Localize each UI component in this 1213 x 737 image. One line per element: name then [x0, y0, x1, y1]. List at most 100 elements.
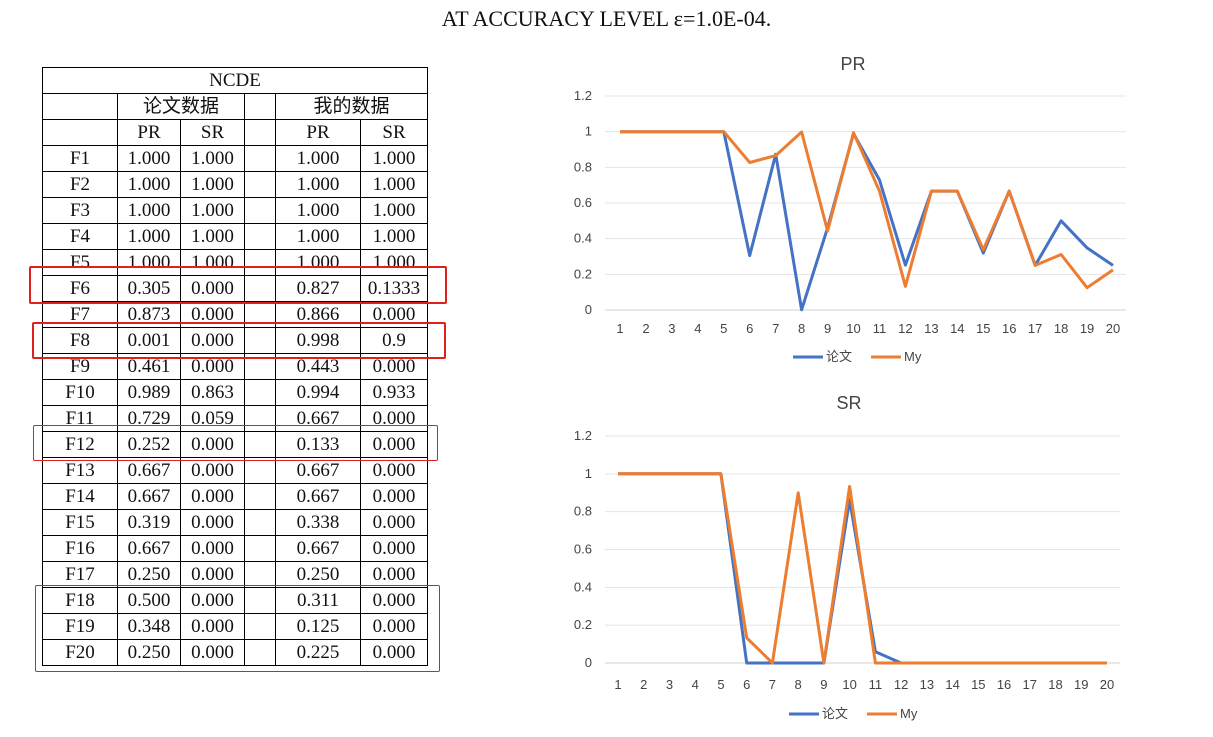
- chart-0-x-tick-label: 9: [824, 321, 831, 336]
- chart-0-x-tick-label: 4: [694, 321, 701, 336]
- sub-header-pr-paper: PR: [117, 119, 181, 146]
- cell-sr-mine: 0.000: [360, 587, 428, 614]
- table-row: F17 0.250 0.000 0.250 0.000: [42, 561, 428, 588]
- chart-0-x-tick-label: 10: [846, 321, 860, 336]
- cell-sr-paper: 0.000: [180, 639, 245, 666]
- chart-1-x-tick-label: 18: [1048, 677, 1062, 692]
- chart-1-x-tick-label: 17: [1023, 677, 1037, 692]
- chart-1-x-tick-label: 15: [971, 677, 985, 692]
- cell-sr-paper: 0.059: [180, 405, 245, 432]
- cell-sr-mine: 0.000: [360, 561, 428, 588]
- highlight-box-f8: [32, 322, 446, 359]
- cell-sr-mine: 0.933: [360, 379, 428, 406]
- chart-1-legend-label-my: My: [900, 706, 918, 721]
- cell-sr-mine: 0.000: [360, 613, 428, 640]
- cell-pr-mine: 1.000: [275, 145, 361, 172]
- chart-1-x-tick-label: 7: [769, 677, 776, 692]
- cell-pr-mine: 0.667: [275, 405, 361, 432]
- table-gap-cell: [244, 535, 276, 562]
- chart-0-legend-label-paper: 论文: [826, 349, 852, 364]
- cell-sr-paper: 0.000: [180, 431, 245, 458]
- chart-1-x-tick-label: 13: [920, 677, 934, 692]
- chart-0-x-tick-label: 6: [746, 321, 753, 336]
- cell-sr-paper: 1.000: [180, 145, 245, 172]
- row-label: F15: [42, 509, 118, 536]
- chart-1-y-tick-label: 1.2: [574, 428, 592, 443]
- cell-pr-mine: 1.000: [275, 223, 361, 250]
- cell-pr-mine: 0.250: [275, 561, 361, 588]
- chart-0-x-tick-label: 1: [616, 321, 623, 336]
- cell-pr-mine: 1.000: [275, 197, 361, 224]
- chart-1-y-tick-label: 0: [585, 655, 592, 670]
- row-label: F18: [42, 587, 118, 614]
- chart-1-x-tick-label: 20: [1100, 677, 1114, 692]
- cell-sr-paper: 0.000: [180, 613, 245, 640]
- chart-1-x-tick-label: 8: [795, 677, 802, 692]
- row-label: F17: [42, 561, 118, 588]
- chart-1-x-tick-label: 12: [894, 677, 908, 692]
- cell-sr-mine: 1.000: [360, 249, 428, 276]
- table-row: F16 0.667 0.000 0.667 0.000: [42, 535, 428, 562]
- chart-1-y-tick-label: 0.8: [574, 504, 592, 519]
- chart-0-y-tick-label: 1.2: [574, 88, 592, 103]
- chart-0-y-tick-label: 0.8: [574, 159, 592, 174]
- cell-sr-paper: 0.000: [180, 587, 245, 614]
- table-gap-cell: [244, 379, 276, 406]
- chart-1-x-tick-label: 3: [666, 677, 673, 692]
- cell-pr-paper: 1.000: [117, 145, 181, 172]
- table-row: F8 0.001 0.000 0.998 0.9: [42, 327, 428, 354]
- table-row: F11 0.729 0.059 0.667 0.000: [42, 405, 428, 432]
- chart-0-y-tick-label: 1: [585, 124, 592, 139]
- row-label: F6: [42, 275, 118, 302]
- chart-0-y-tick-label: 0.6: [574, 195, 592, 210]
- cell-sr-paper: 0.000: [180, 483, 245, 510]
- table-row: F12 0.252 0.000 0.133 0.000: [42, 431, 428, 458]
- cell-pr-paper: 1.000: [117, 223, 181, 250]
- chart-1-y-tick-label: 0.2: [574, 617, 592, 632]
- row-label: F20: [42, 639, 118, 666]
- cell-pr-paper: 0.250: [117, 639, 181, 666]
- table-row: F15 0.319 0.000 0.338 0.000: [42, 509, 428, 536]
- chart-0-title: PR: [840, 54, 865, 74]
- highlight-box-f6: [29, 266, 447, 304]
- chart-0-x-tick-label: 11: [873, 321, 887, 336]
- row-label: F12: [42, 431, 118, 458]
- chart-0-x-tick-label: 14: [950, 321, 964, 336]
- cell-pr-mine: 0.225: [275, 639, 361, 666]
- chart-0-x-tick-label: 16: [1002, 321, 1016, 336]
- table-row: F13 0.667 0.000 0.667 0.000: [42, 457, 428, 484]
- chart-1-x-tick-label: 9: [820, 677, 827, 692]
- table-row: F20 0.250 0.000 0.225 0.000: [42, 639, 428, 666]
- chart-0-series-line-my: [620, 130, 1114, 290]
- table-gap-cell: [244, 405, 276, 432]
- cell-pr-mine: 0.338: [275, 509, 361, 536]
- table-row: F10 0.989 0.863 0.994 0.933: [42, 379, 428, 406]
- chart-0-x-tick-label: 5: [720, 321, 727, 336]
- cell-pr-paper: 0.667: [117, 457, 181, 484]
- cell-pr-paper: 0.667: [117, 483, 181, 510]
- data-table: NCDE 论文数据 我的数据 PR SR PR SR F1 1.000 1.000 1.000 1.0…: [42, 67, 428, 666]
- chart-0-x-tick-label: 20: [1106, 321, 1120, 336]
- table-title-row: NCDE: [42, 67, 428, 94]
- cell-pr-paper: 0.348: [117, 613, 181, 640]
- chart-1-x-tick-label: 1: [614, 677, 621, 692]
- chart-0-x-tick-label: 3: [668, 321, 675, 336]
- chart-0-y-tick-label: 0.2: [574, 266, 592, 281]
- table-gap-cell: [244, 639, 276, 666]
- cell-pr-paper: 0.319: [117, 509, 181, 536]
- row-label: F10: [42, 379, 118, 406]
- sub-header-pr-mine: PR: [275, 119, 361, 146]
- row-label: F4: [42, 223, 118, 250]
- cell-sr-paper: 0.000: [180, 535, 245, 562]
- cell-pr-mine: 0.667: [275, 535, 361, 562]
- cell-pr-mine: 0.827: [275, 275, 361, 302]
- table-gap-cell: [244, 509, 276, 536]
- cell-sr-mine: 0.000: [360, 509, 428, 536]
- cell-pr-paper: 0.250: [117, 561, 181, 588]
- chart-1-x-tick-label: 11: [869, 677, 883, 692]
- chart-0-y-tick-label: 0: [585, 302, 592, 317]
- table-gap-cell: [244, 249, 276, 276]
- table-gap-cell: [244, 327, 276, 354]
- chart-1-title: SR: [836, 393, 861, 413]
- cell-sr-mine: 0.000: [360, 483, 428, 510]
